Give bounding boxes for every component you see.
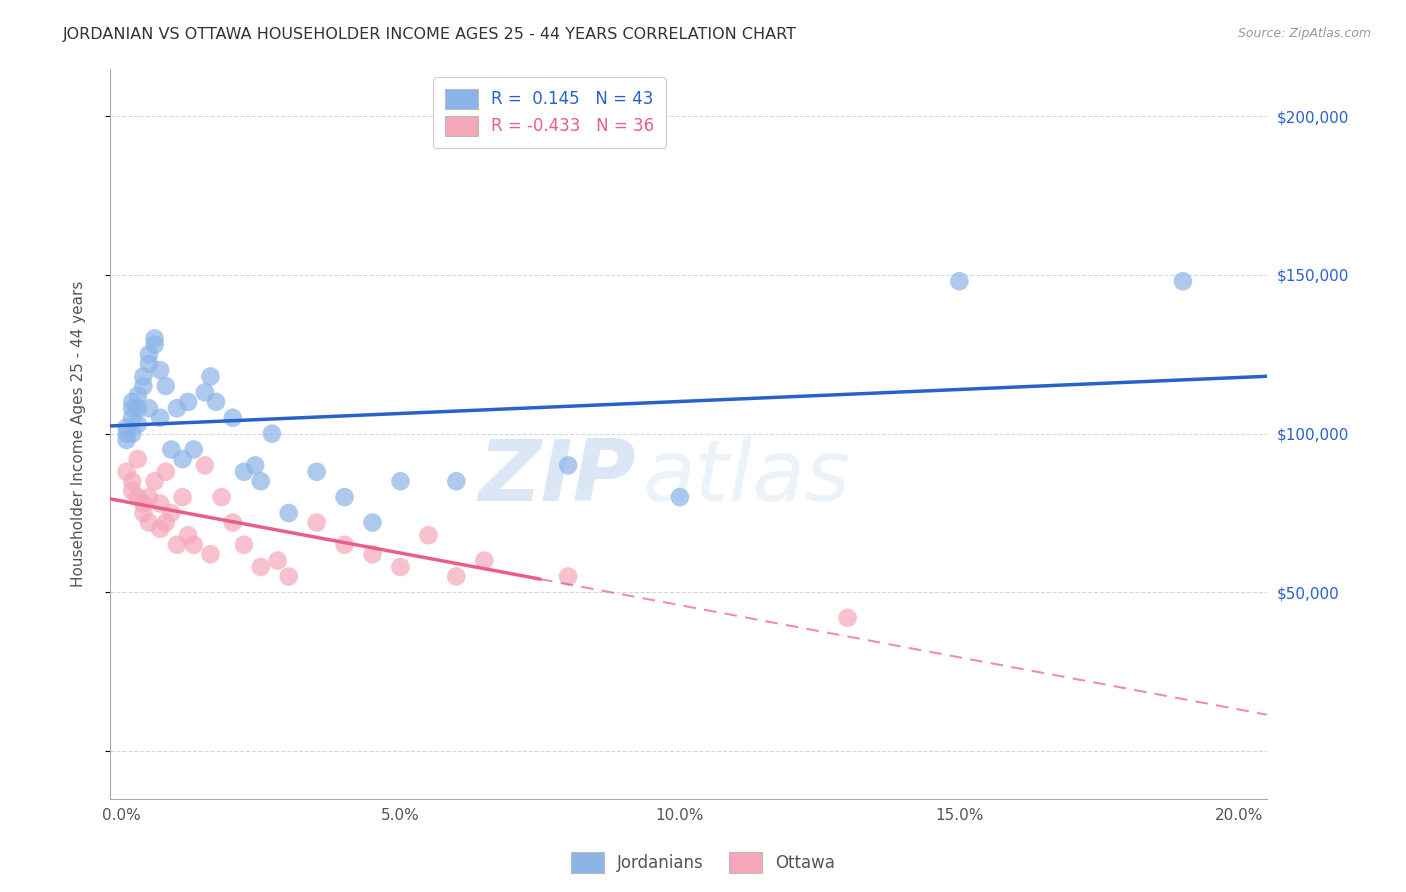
Legend: R =  0.145   N = 43, R = -0.433   N = 36: R = 0.145 N = 43, R = -0.433 N = 36 [433, 77, 666, 147]
Point [115, 426, 138, 441]
Point [121, 401, 143, 416]
Point [172, 490, 194, 504]
Point [127, 452, 149, 467]
Point [249, 560, 271, 574]
Text: Source: ZipAtlas.com: Source: ZipAtlas.com [1237, 27, 1371, 40]
Point [121, 395, 143, 409]
Point [132, 379, 155, 393]
Point [233, 465, 256, 479]
Point [333, 490, 356, 504]
Point [200, 547, 222, 561]
Point [249, 475, 271, 489]
Point [138, 347, 160, 361]
Point [132, 369, 155, 384]
Point [233, 538, 256, 552]
Point [446, 475, 468, 489]
Point [155, 379, 177, 393]
Point [127, 401, 149, 416]
Point [138, 490, 160, 504]
Point [305, 465, 328, 479]
Point [194, 458, 217, 473]
Point [260, 426, 283, 441]
Point [211, 490, 233, 504]
Point [121, 483, 143, 498]
Point [138, 401, 160, 416]
Point [222, 410, 245, 425]
Point [149, 410, 172, 425]
Point [418, 528, 440, 542]
Point [243, 458, 266, 473]
Point [333, 538, 356, 552]
Point [143, 331, 166, 345]
Point [446, 569, 468, 583]
Point [361, 516, 384, 530]
Point [127, 388, 149, 402]
Point [160, 442, 183, 457]
Text: atlas: atlas [643, 436, 851, 519]
Point [177, 395, 200, 409]
Point [121, 410, 143, 425]
Point [132, 496, 155, 510]
Point [121, 475, 143, 489]
Point [183, 538, 205, 552]
Point [389, 475, 412, 489]
Text: JORDANIAN VS OTTAWA HOUSEHOLDER INCOME AGES 25 - 44 YEARS CORRELATION CHART: JORDANIAN VS OTTAWA HOUSEHOLDER INCOME A… [63, 27, 797, 42]
Point [127, 490, 149, 504]
Point [138, 357, 160, 371]
Point [138, 516, 160, 530]
Point [143, 475, 166, 489]
Point [132, 506, 155, 520]
Y-axis label: Householder Income Ages 25 - 44 years: Householder Income Ages 25 - 44 years [72, 280, 86, 587]
Point [200, 369, 222, 384]
Point [557, 458, 579, 473]
Point [177, 528, 200, 542]
Point [115, 433, 138, 447]
Point [183, 442, 205, 457]
Point [472, 554, 495, 568]
Point [361, 547, 384, 561]
Legend: Jordanians, Ottawa: Jordanians, Ottawa [564, 846, 842, 880]
Point [557, 569, 579, 583]
Point [155, 516, 177, 530]
Point [305, 516, 328, 530]
Point [166, 401, 188, 416]
Point [837, 611, 859, 625]
Point [277, 569, 299, 583]
Point [127, 417, 149, 431]
Point [143, 337, 166, 351]
Point [948, 274, 970, 288]
Point [115, 465, 138, 479]
Point [1171, 274, 1194, 288]
Point [266, 554, 288, 568]
Point [205, 395, 228, 409]
Point [115, 420, 138, 434]
Point [194, 385, 217, 400]
Point [166, 538, 188, 552]
Point [155, 465, 177, 479]
Point [160, 506, 183, 520]
Point [149, 496, 172, 510]
Point [277, 506, 299, 520]
Point [172, 452, 194, 467]
Point [222, 516, 245, 530]
Point [669, 490, 692, 504]
Text: ZIP: ZIP [478, 436, 637, 519]
Point [149, 522, 172, 536]
Point [149, 363, 172, 377]
Point [121, 426, 143, 441]
Point [389, 560, 412, 574]
